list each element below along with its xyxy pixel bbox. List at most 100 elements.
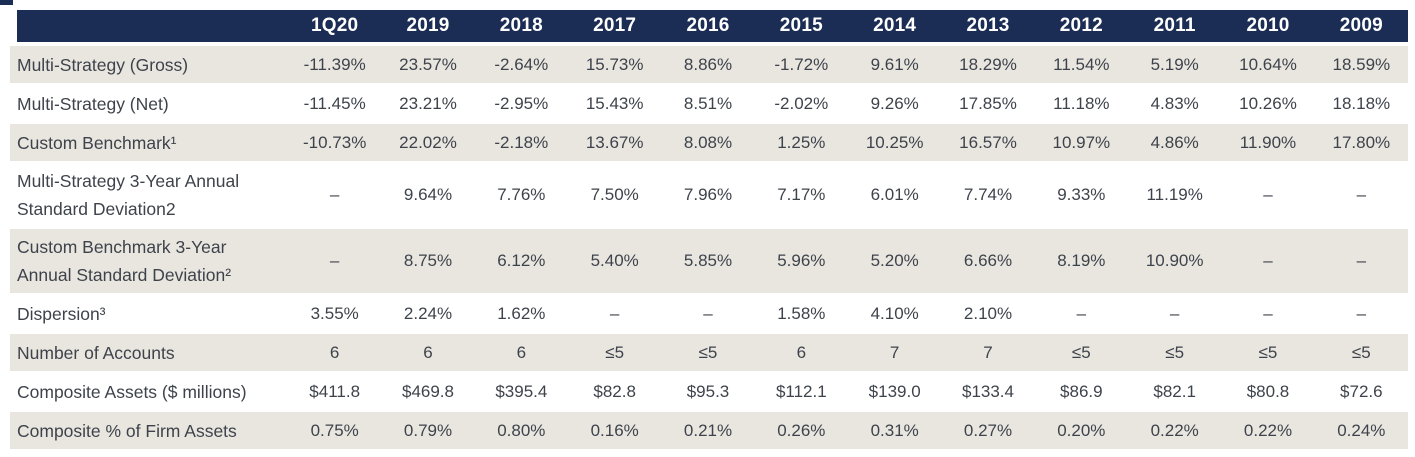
cell-value: 0.31% [870, 420, 919, 440]
cell-value: 6 [796, 342, 807, 362]
cell-value: 0.27% [963, 420, 1013, 440]
column-header: 2009 [1339, 15, 1383, 36]
table-header-row: 1Q20 2019 2018 2017 2016 2015 2014 2013 2012 2011… [17, 10, 1408, 42]
cell-value: 7.50% [590, 185, 639, 204]
cell-value: 1.58% [777, 303, 826, 323]
cell-value: 11.19% [1146, 185, 1203, 204]
row-label: Multi-Strategy (Gross) [17, 54, 189, 75]
cell-value: -2.18% [494, 132, 549, 152]
table-row: Composite Assets ($ millions) $411.8 $469.… [10, 373, 1408, 410]
cell-value: -2.02% [774, 93, 829, 113]
cell-value: 6 [516, 342, 527, 362]
cell-value: $139.0 [868, 381, 921, 401]
cell-value: 0.24% [1337, 420, 1386, 440]
row-label: Dispersion³ [17, 303, 106, 324]
column-header: 2017 [593, 15, 637, 36]
table-row: Composite % of Firm Assets 0.75% 0.79% 0.80… [10, 412, 1408, 449]
cell-value: – [329, 185, 340, 204]
cell-value: $469.8 [401, 381, 454, 401]
cell-value: 3.55% [310, 303, 359, 323]
cell-value: 6.01% [870, 185, 919, 204]
cell-value: 4.86% [1150, 132, 1199, 152]
cell-value: ≤5 [1165, 342, 1185, 362]
cell-value: 0.75% [310, 420, 359, 440]
cell-value: ≤5 [1258, 342, 1278, 362]
cell-value: 0.22% [1243, 420, 1293, 440]
row-label: Multi-Strategy (Net) [17, 93, 169, 114]
cell-value: ≤5 [1071, 342, 1091, 362]
cell-value: 8.08% [683, 132, 733, 152]
cell-value: 7.96% [683, 185, 733, 204]
cell-value: – [329, 251, 340, 270]
cell-value: 8.86% [683, 54, 733, 74]
row-label: Number of Accounts [17, 342, 175, 363]
cell-value: 22.02% [399, 132, 457, 152]
cell-value: 11.18% [1053, 93, 1110, 113]
cell-value: 16.57% [959, 132, 1017, 152]
cell-value: 0.80% [497, 420, 546, 440]
cell-value: 17.85% [959, 93, 1017, 113]
cell-value: 1.62% [497, 303, 546, 323]
cell-value: 0.21% [683, 420, 733, 440]
cell-value: 9.61% [870, 54, 919, 74]
cell-value: $95.3 [686, 381, 730, 401]
table-row: Multi-Strategy (Net) -11.45% 23.21% -2.95% 1… [10, 85, 1408, 122]
cell-value: 18.59% [1332, 54, 1391, 74]
cell-value: -2.64% [494, 54, 549, 74]
cell-value: $82.8 [593, 381, 636, 401]
cell-value: 5.19% [1150, 54, 1199, 74]
cell-value: 9.26% [870, 93, 919, 113]
cell-value: – [703, 303, 713, 323]
cell-value: 17.80% [1332, 132, 1391, 152]
cell-value: $82.1 [1153, 381, 1196, 401]
cell-value: ≤5 [698, 342, 718, 362]
cell-value: 10.90% [1145, 251, 1204, 270]
cell-value: $133.4 [961, 381, 1014, 401]
cell-value: 8.51% [683, 93, 733, 113]
cell-value: 7.74% [963, 185, 1013, 204]
cell-value: 6 [423, 342, 433, 362]
cell-value: 8.19% [1057, 251, 1106, 270]
cell-value: $411.8 [309, 381, 361, 401]
cell-value: 13.67% [585, 132, 644, 152]
cell-value: 10.64% [1239, 54, 1297, 74]
cell-value: 4.10% [870, 303, 919, 323]
cell-value: $80.8 [1246, 381, 1290, 401]
cell-value: 0.16% [590, 420, 639, 440]
cell-value: -10.73% [303, 132, 367, 152]
cell-value: 15.43% [585, 93, 644, 113]
column-header: 2016 [686, 15, 730, 36]
column-header: 2018 [499, 15, 543, 36]
column-header: 2019 [406, 15, 450, 36]
cell-value: 9.33% [1057, 185, 1106, 204]
cell-value: 18.29% [959, 54, 1017, 74]
table-row: Number of Accounts 6 6 6 ≤5 ≤5 6 7 7 ≤5 ≤5 ≤5 ≤5 [10, 334, 1408, 371]
cell-value: 8.75% [403, 251, 453, 270]
cell-value: 10.25% [865, 132, 924, 152]
cell-value: ≤5 [605, 342, 625, 362]
cell-value: 6.66% [963, 251, 1013, 270]
cell-value: 2.10% [963, 303, 1013, 323]
cell-value: 5.20% [870, 251, 919, 270]
table-row: Dispersion³ 3.55% 2.24% 1.62% – – 1.58% 4.10% 2.… [10, 295, 1408, 332]
table-row: Multi-Strategy 3-Year Annual Standard De… [10, 163, 1408, 227]
cell-value: 5.85% [683, 251, 733, 270]
cell-value: 10.97% [1052, 132, 1111, 152]
cell-value: ≤5 [1351, 342, 1371, 362]
cell-value: -11.39% [303, 54, 366, 74]
cell-value: $395.4 [495, 381, 548, 401]
cell-value: $86.9 [1060, 381, 1103, 401]
row-label: Composite Assets ($ millions) [17, 381, 247, 402]
column-header: 2011 [1153, 15, 1196, 36]
cell-value: 11.90% [1239, 132, 1297, 152]
cell-value: 18.18% [1332, 93, 1391, 113]
column-header: 2014 [873, 15, 917, 36]
cell-value: – [1356, 251, 1367, 270]
cell-value: 0.20% [1057, 420, 1106, 440]
row-label: Composite % of Firm Assets [17, 420, 237, 441]
column-header: 1Q20 [311, 15, 359, 36]
cell-value: 1.25% [777, 132, 826, 152]
cell-value: -11.45% [303, 93, 366, 113]
cell-value: $72.6 [1340, 381, 1383, 401]
column-header: 2015 [779, 15, 823, 36]
